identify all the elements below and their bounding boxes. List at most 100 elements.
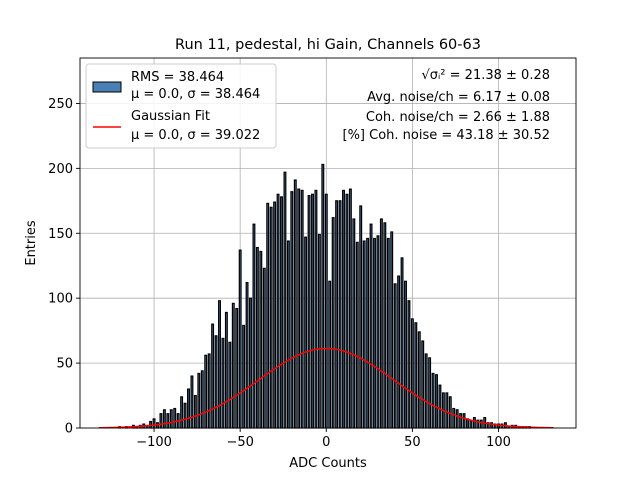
histogram-bar-88 [400, 257, 404, 429]
histogram-bar-35 [218, 300, 221, 429]
histogram-bar-64 [317, 233, 321, 429]
histogram-bar-80 [373, 237, 376, 429]
histogram-bar-61 [307, 195, 311, 429]
histogram-bar-69 [335, 200, 339, 429]
y-tick-label-0: 0 [65, 422, 73, 437]
annotation-pct-coh-noise: [%] Coh. noise = 43.18 ± 30.52 [343, 128, 551, 143]
histogram-bar-16 [152, 418, 156, 429]
histogram-bar-92 [414, 322, 418, 429]
histogram-bar-72 [345, 193, 349, 429]
plot-frame [79, 57, 577, 429]
legend-histogram-line-1: RMS = 38.464 [131, 70, 224, 85]
histogram-bar-25 [183, 402, 187, 429]
histogram-bar-73 [348, 188, 352, 429]
x-tick-label-0: −100 [136, 435, 172, 450]
histogram-bar-22 [173, 407, 177, 429]
histogram-bar-94 [421, 340, 425, 429]
histogram-bar-39 [231, 302, 235, 429]
histogram-bar-33 [211, 323, 215, 429]
x-tick-label-3: 50 [404, 435, 421, 450]
annotation-avg-noise: Avg. noise/ch = 6.17 ± 0.08 [367, 90, 550, 105]
histogram-bar-18 [159, 413, 163, 429]
histogram-bar-68 [331, 217, 335, 429]
x-tick-label-4: 100 [486, 435, 511, 450]
histogram-bar-52 [276, 193, 280, 429]
histogram-bar-99 [438, 384, 442, 429]
annotation-sigma: √σᵢ² = 21.38 ± 0.28 [421, 68, 550, 83]
legend: RMS = 38.464 μ = 0.0, σ = 38.464 Gaussia… [85, 63, 277, 149]
y-tick-label-5: 250 [48, 97, 73, 112]
histogram-bar-21 [169, 409, 173, 429]
y-tick-label-4: 200 [48, 162, 73, 177]
histogram-bar-29 [197, 372, 201, 429]
histogram-bar-104 [455, 409, 459, 429]
histogram-bar-83 [383, 222, 387, 429]
histogram-bar-77 [362, 240, 366, 429]
histogram-bar-31 [204, 354, 208, 429]
histogram-bar-56 [290, 191, 294, 429]
histogram-bar-28 [193, 394, 197, 429]
histogram-bar-105 [459, 413, 463, 429]
histogram-bar-55 [286, 240, 290, 429]
y-tick-label-1: 50 [56, 357, 73, 372]
histogram-bar-85 [390, 231, 394, 429]
legend-swatch-histogram [92, 81, 122, 93]
histogram-bar-24 [180, 396, 184, 429]
histogram-bar-60 [304, 236, 308, 429]
histogram-bar-71 [342, 189, 345, 429]
histogram-bar-67 [328, 280, 332, 429]
histogram-bar-103 [452, 407, 456, 429]
histogram-bar-36 [221, 337, 225, 429]
y-tick-label-3: 150 [48, 227, 73, 242]
histogram-bar-48 [262, 267, 266, 429]
histogram-bar-109 [472, 417, 476, 429]
histogram-bar-107 [466, 418, 469, 429]
gaussian-fit-curve [98, 347, 554, 429]
histogram-bar-63 [314, 189, 318, 429]
legend-frame [85, 63, 277, 149]
histogram-bar-111 [479, 419, 483, 429]
histogram-bar-82 [379, 218, 383, 429]
histogram-bar-47 [259, 250, 263, 429]
histogram-bar-81 [376, 235, 380, 429]
histogram-bar-59 [300, 189, 304, 429]
histogram-bar-19 [162, 409, 166, 429]
annotation-sigma-value: = 21.38 ± 0.28 [446, 68, 550, 83]
histogram-bar-98 [435, 374, 438, 429]
histogram-bar-51 [273, 201, 277, 429]
histogram-bar-79 [369, 223, 373, 429]
histogram-bar-42 [242, 324, 246, 429]
histogram-bar-108 [469, 419, 473, 429]
histogram-bar-97 [431, 372, 435, 429]
histogram-bar-93 [417, 331, 421, 429]
histogram-bar-90 [407, 300, 411, 429]
x-tick-label-1: −50 [226, 435, 253, 450]
histogram-bar-75 [355, 241, 359, 429]
histogram-bar-76 [359, 205, 363, 429]
histogram-bar-65 [321, 163, 325, 429]
histogram-bar-40 [235, 307, 239, 429]
histogram-bar-91 [410, 318, 414, 429]
histogram-bar-30 [200, 370, 204, 429]
legend-histogram-line-2: μ = 0.0, σ = 38.464 [131, 87, 260, 102]
histogram-bar-106 [462, 413, 466, 429]
legend-fit-line-1: Gaussian Fit [131, 109, 210, 124]
histogram-bar-45 [252, 223, 256, 429]
histogram-bar-70 [338, 200, 342, 429]
x-tick-label-2: 0 [322, 435, 330, 450]
histogram-bar-50 [269, 206, 273, 429]
histogram-bar-44 [249, 297, 252, 429]
histogram-bar-27 [190, 375, 194, 429]
y-axis-ticks: 0 50 100 150 200 250 [48, 97, 80, 437]
y-axis-label: Entries [24, 220, 39, 266]
histogram-bar-62 [311, 193, 314, 429]
histogram-bar-78 [366, 237, 370, 429]
histogram-bar-84 [386, 237, 390, 429]
histogram-bar-87 [397, 275, 401, 429]
histogram-bar-102 [448, 396, 452, 429]
y-tick-label-2: 100 [48, 292, 73, 307]
histogram-bar-53 [280, 196, 283, 429]
histogram-bar-41 [238, 249, 242, 429]
annotation-sigma-symbol: √σᵢ² [421, 68, 445, 83]
histogram-bar-54 [283, 171, 287, 429]
